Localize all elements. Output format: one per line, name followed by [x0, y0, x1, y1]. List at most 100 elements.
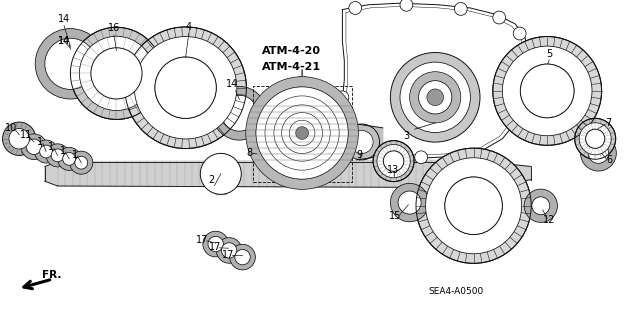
- Ellipse shape: [125, 27, 246, 149]
- Ellipse shape: [21, 134, 47, 160]
- Text: 7: 7: [605, 118, 611, 128]
- Ellipse shape: [79, 36, 154, 110]
- Polygon shape: [45, 162, 58, 186]
- Text: 1: 1: [60, 145, 66, 156]
- Ellipse shape: [200, 153, 241, 194]
- Ellipse shape: [282, 113, 323, 153]
- Ellipse shape: [416, 148, 531, 263]
- Ellipse shape: [415, 151, 428, 164]
- Ellipse shape: [390, 183, 429, 222]
- Text: 14: 14: [225, 79, 238, 89]
- Ellipse shape: [493, 36, 602, 145]
- Ellipse shape: [336, 91, 349, 104]
- Ellipse shape: [515, 91, 528, 104]
- Ellipse shape: [265, 96, 339, 170]
- Ellipse shape: [274, 105, 330, 161]
- Ellipse shape: [230, 244, 255, 270]
- Polygon shape: [216, 154, 226, 194]
- Ellipse shape: [350, 130, 373, 153]
- Ellipse shape: [265, 96, 339, 170]
- Ellipse shape: [445, 177, 502, 234]
- Ellipse shape: [390, 53, 480, 142]
- Bar: [253, 86, 352, 182]
- Text: 1: 1: [37, 137, 44, 147]
- Text: 12: 12: [543, 215, 556, 225]
- Text: 15: 15: [388, 211, 401, 221]
- Text: 3: 3: [403, 130, 410, 141]
- Ellipse shape: [208, 236, 223, 252]
- Ellipse shape: [221, 243, 237, 258]
- Ellipse shape: [70, 151, 93, 174]
- Text: 13: 13: [387, 166, 399, 175]
- Ellipse shape: [216, 238, 242, 263]
- Text: 14: 14: [58, 14, 70, 24]
- Ellipse shape: [235, 249, 250, 265]
- Ellipse shape: [373, 141, 414, 182]
- Ellipse shape: [580, 135, 616, 171]
- Ellipse shape: [274, 105, 330, 161]
- Text: 8: 8: [246, 148, 253, 158]
- Polygon shape: [486, 162, 531, 188]
- Text: 5: 5: [546, 49, 552, 59]
- Ellipse shape: [454, 3, 467, 15]
- Ellipse shape: [75, 156, 88, 169]
- Ellipse shape: [51, 149, 64, 162]
- Ellipse shape: [289, 120, 315, 146]
- Text: 14: 14: [58, 36, 70, 47]
- Ellipse shape: [26, 139, 42, 154]
- Ellipse shape: [256, 87, 348, 179]
- Ellipse shape: [400, 0, 413, 11]
- Ellipse shape: [3, 122, 36, 155]
- Text: 16: 16: [108, 24, 120, 33]
- Text: 17: 17: [196, 235, 209, 245]
- Ellipse shape: [58, 147, 81, 170]
- Ellipse shape: [335, 113, 348, 126]
- Text: ATM-4-21: ATM-4-21: [262, 62, 321, 72]
- Ellipse shape: [426, 158, 522, 254]
- Ellipse shape: [63, 152, 76, 165]
- Text: 17: 17: [209, 242, 221, 252]
- Text: 2: 2: [208, 175, 214, 185]
- Text: 11: 11: [19, 130, 32, 140]
- Ellipse shape: [502, 46, 592, 136]
- Text: FR.: FR.: [42, 270, 61, 280]
- Ellipse shape: [517, 69, 530, 81]
- Ellipse shape: [296, 127, 308, 139]
- Ellipse shape: [513, 27, 526, 40]
- Polygon shape: [340, 3, 528, 158]
- Ellipse shape: [427, 89, 444, 106]
- Ellipse shape: [575, 118, 616, 159]
- Ellipse shape: [588, 143, 609, 163]
- Ellipse shape: [520, 64, 574, 118]
- Ellipse shape: [398, 191, 421, 214]
- Ellipse shape: [35, 29, 106, 99]
- Ellipse shape: [256, 87, 348, 179]
- Polygon shape: [356, 124, 383, 160]
- Ellipse shape: [524, 189, 557, 222]
- Text: 1: 1: [48, 142, 54, 152]
- Ellipse shape: [532, 197, 550, 215]
- Text: 6: 6: [606, 155, 612, 165]
- Text: 4: 4: [186, 22, 192, 32]
- Text: 1: 1: [72, 150, 78, 160]
- Text: 9: 9: [356, 150, 362, 160]
- Ellipse shape: [349, 2, 362, 14]
- Ellipse shape: [586, 129, 605, 148]
- Text: 10: 10: [5, 122, 18, 133]
- Ellipse shape: [579, 123, 611, 155]
- Ellipse shape: [410, 72, 461, 123]
- Ellipse shape: [282, 113, 323, 153]
- Text: SEA4-A0500: SEA4-A0500: [429, 287, 484, 296]
- Ellipse shape: [70, 27, 163, 119]
- Ellipse shape: [9, 129, 29, 149]
- Ellipse shape: [212, 86, 266, 140]
- Polygon shape: [58, 160, 486, 188]
- Ellipse shape: [203, 231, 228, 257]
- Ellipse shape: [246, 77, 358, 189]
- Ellipse shape: [344, 124, 380, 160]
- Ellipse shape: [35, 140, 58, 163]
- Ellipse shape: [221, 95, 257, 131]
- Text: ATM-4-20: ATM-4-20: [262, 46, 321, 56]
- Ellipse shape: [155, 57, 216, 118]
- Ellipse shape: [377, 145, 410, 178]
